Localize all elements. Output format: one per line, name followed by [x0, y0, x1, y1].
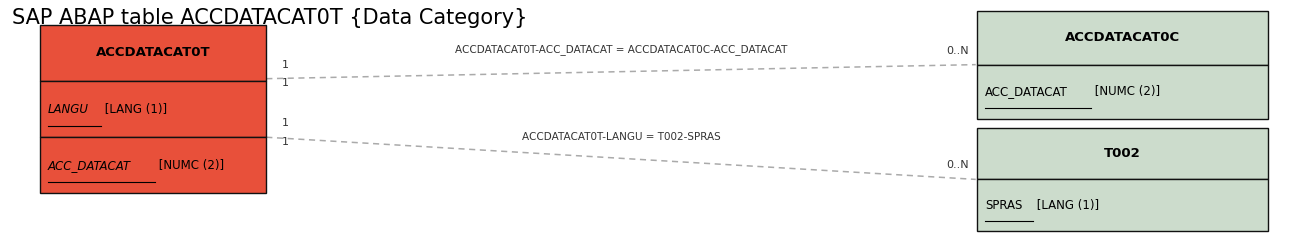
Bar [976, 179, 1268, 231]
Text: ACC_DATACAT: ACC_DATACAT [984, 85, 1067, 98]
Text: [NUMC (2)]: [NUMC (2)] [155, 159, 224, 172]
Text: 0..N: 0..N [947, 160, 969, 170]
Text: SAP ABAP table ACCDATACAT0T {Data Category}: SAP ABAP table ACCDATACAT0T {Data Catego… [12, 9, 527, 28]
Bar [40, 81, 267, 137]
Text: T002: T002 [1105, 147, 1141, 160]
Text: [LANG (1)]: [LANG (1)] [101, 103, 167, 116]
Bar [976, 11, 1268, 65]
Text: LANGU: LANGU [48, 103, 89, 116]
Text: ACCDATACAT0T-ACC_DATACAT = ACCDATACAT0C-ACC_DATACAT: ACCDATACAT0T-ACC_DATACAT = ACCDATACAT0C-… [455, 44, 787, 55]
Bar [40, 25, 267, 81]
Text: 0..N: 0..N [947, 46, 969, 55]
Text: ACCDATACAT0T: ACCDATACAT0T [96, 46, 211, 59]
Text: SPRAS: SPRAS [984, 199, 1022, 212]
Bar [976, 128, 1268, 179]
Text: [NUMC (2)]: [NUMC (2)] [1092, 85, 1160, 98]
Text: [LANG (1)]: [LANG (1)] [1033, 199, 1099, 212]
Text: ACCDATACAT0C: ACCDATACAT0C [1064, 31, 1180, 44]
Bar [976, 65, 1268, 118]
Text: ACC_DATACAT: ACC_DATACAT [48, 159, 131, 172]
Text: ACCDATACAT0T-LANGU = T002-SPRAS: ACCDATACAT0T-LANGU = T002-SPRAS [522, 132, 720, 142]
Bar [40, 137, 267, 193]
Text: 1: 1 [282, 78, 289, 88]
Text: 1: 1 [282, 60, 289, 70]
Text: 1: 1 [282, 137, 289, 147]
Text: 1: 1 [282, 118, 289, 128]
